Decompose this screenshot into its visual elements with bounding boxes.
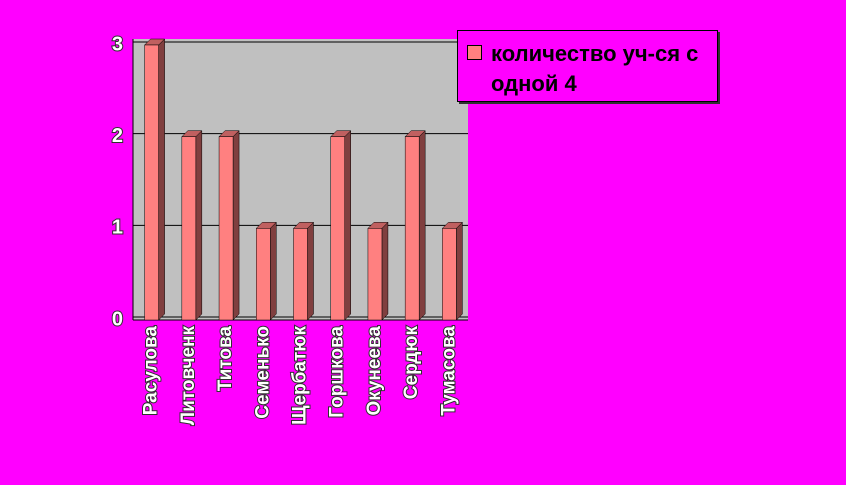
bar bbox=[144, 44, 159, 321]
bar-side bbox=[418, 130, 426, 321]
y-tick-label: 0 bbox=[112, 308, 123, 330]
bar bbox=[367, 228, 383, 321]
legend: количество уч-ся с одной 4 bbox=[457, 30, 718, 102]
bar-side bbox=[344, 130, 351, 321]
bar bbox=[293, 228, 308, 321]
bar bbox=[218, 136, 234, 321]
y-tick-label: 3 bbox=[112, 33, 123, 55]
bar-side bbox=[158, 38, 165, 321]
x-tick-label: Титова bbox=[215, 326, 236, 392]
x-tick-label: Горшкова bbox=[327, 326, 348, 418]
legend-key bbox=[467, 45, 482, 60]
y-tick-label: 2 bbox=[112, 125, 123, 147]
x-tick-label: Тумасова bbox=[438, 326, 459, 416]
x-tick-label: Окунеева bbox=[364, 326, 385, 416]
x-tick-label: Литовченк bbox=[178, 326, 199, 426]
bar bbox=[181, 136, 197, 321]
bar-side bbox=[232, 130, 240, 321]
x-tick-label: Сердюк bbox=[401, 326, 422, 400]
legend-label: количество уч-ся с одной 4 bbox=[491, 41, 699, 96]
bar bbox=[256, 228, 271, 321]
bar-side bbox=[456, 221, 463, 321]
bar bbox=[330, 136, 345, 321]
bar-side bbox=[195, 130, 203, 321]
bar bbox=[442, 228, 457, 321]
x-tick-label: Расулова bbox=[141, 326, 162, 416]
bar-side bbox=[381, 221, 389, 321]
bar-side bbox=[307, 221, 314, 321]
y-tick-label: 1 bbox=[112, 217, 123, 239]
x-tick-label: Щербатюк bbox=[290, 326, 311, 425]
bar-side bbox=[270, 221, 277, 321]
bar bbox=[404, 136, 420, 321]
x-tick-label: Семенько bbox=[252, 326, 273, 419]
